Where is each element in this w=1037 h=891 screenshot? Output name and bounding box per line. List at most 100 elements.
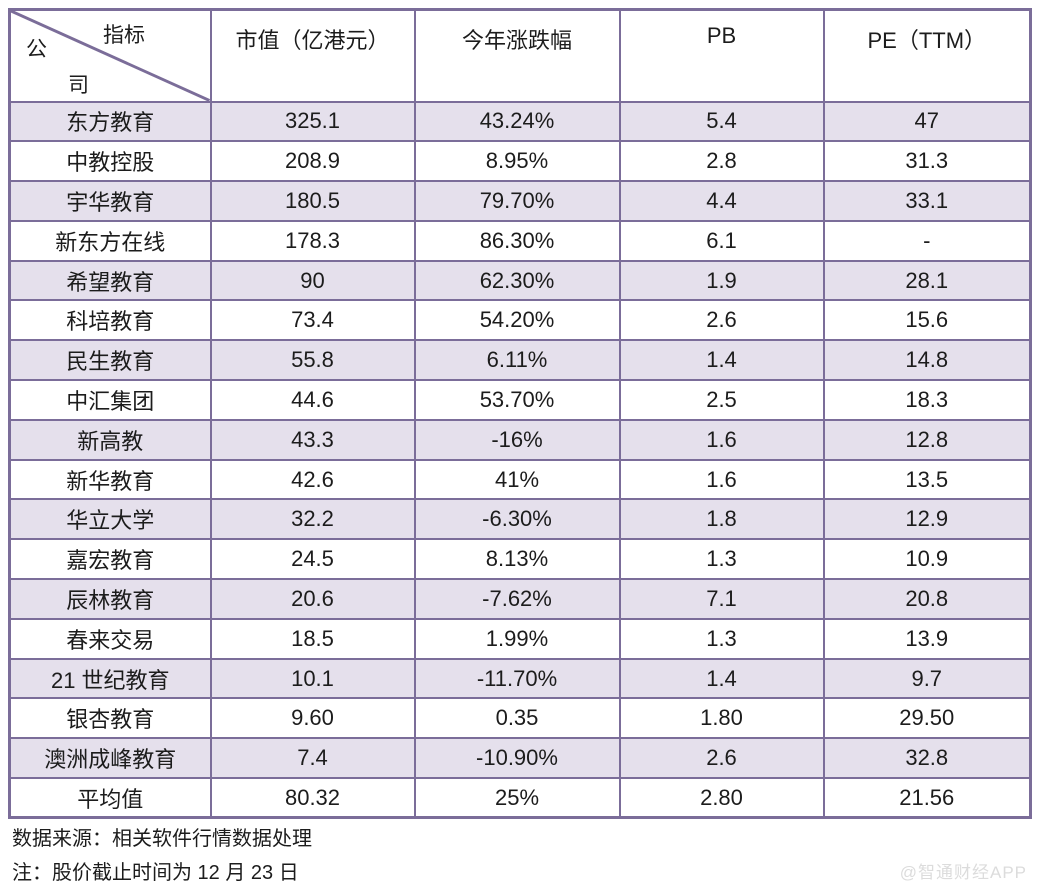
- cell-company: 东方教育: [8, 100, 212, 143]
- cell-market-cap: 208.9: [209, 140, 416, 183]
- cell-company: 澳洲成峰教育: [8, 737, 212, 780]
- cell-pb: 2.6: [618, 299, 825, 342]
- cell-ytd-change: 79.70%: [413, 180, 621, 222]
- table-row: 科培教育 73.4 54.20% 2.6 15.6: [8, 299, 1032, 342]
- cell-pb: 1.4: [618, 339, 825, 382]
- footer-notes: 数据来源：相关软件行情数据处理 注：股价截止时间为 12 月 23 日: [12, 822, 312, 890]
- cell-company: 新东方在线: [8, 219, 212, 262]
- corner-metric-label: 指标: [103, 24, 145, 47]
- cell-pb: 1.3: [618, 617, 825, 660]
- cell-ytd-change: 86.30%: [413, 219, 621, 262]
- cell-pb: 2.6: [618, 737, 825, 780]
- cell-market-cap: 18.5: [209, 617, 416, 660]
- cell-company: 新高教: [8, 418, 212, 461]
- cell-pb: 1.80: [618, 697, 825, 740]
- cell-company: 希望教育: [8, 259, 212, 302]
- cell-ytd-change: 8.95%: [413, 140, 621, 183]
- cell-company: 科培教育: [8, 299, 212, 342]
- cell-market-cap: 10.1: [209, 657, 416, 700]
- cell-pe: 33.1: [822, 180, 1032, 222]
- table-row: 春来交易 18.5 1.99% 1.3 13.9: [8, 617, 1032, 660]
- table-row: 东方教育 325.1 43.24% 5.4 47: [8, 100, 1032, 143]
- cell-market-cap: 325.1: [209, 100, 416, 143]
- cell-pe: 13.5: [822, 458, 1032, 501]
- table-row: 新东方在线 178.3 86.30% 6.1 -: [8, 219, 1032, 262]
- table-row: 华立大学 32.2 -6.30% 1.8 12.9: [8, 498, 1032, 541]
- cell-pe: 12.8: [822, 418, 1032, 461]
- cell-company: 辰林教育: [8, 578, 212, 620]
- cell-ytd-change: -11.70%: [413, 657, 621, 700]
- cell-market-cap: 24.5: [209, 538, 416, 581]
- data-source-note: 数据来源：相关软件行情数据处理: [12, 828, 312, 850]
- table-row: 嘉宏教育 24.5 8.13% 1.3 10.9: [8, 538, 1032, 581]
- table-row: 澳洲成峰教育 7.4 -10.90% 2.6 32.8: [8, 737, 1032, 780]
- cell-market-cap: 178.3: [209, 219, 416, 262]
- cell-pb: 1.6: [618, 418, 825, 461]
- cell-pe: 12.9: [822, 498, 1032, 541]
- table-row: 中汇集团 44.6 53.70% 2.5 18.3: [8, 379, 1032, 421]
- cell-ytd-change: 53.70%: [413, 379, 621, 421]
- header-corner-cell: 指标 公 司: [8, 8, 212, 103]
- cell-pb: 1.4: [618, 657, 825, 700]
- header-ytd-change: 今年涨跌幅: [413, 8, 621, 103]
- cell-company: 21 世纪教育: [8, 657, 212, 700]
- cell-pb: 2.8: [618, 140, 825, 183]
- header-pe: PE（TTM）: [822, 8, 1032, 103]
- header-market-cap: 市值（亿港元）: [209, 8, 416, 103]
- cell-ytd-change: -10.90%: [413, 737, 621, 780]
- cell-market-cap: 73.4: [209, 299, 416, 342]
- cell-pb: 4.4: [618, 180, 825, 222]
- cell-market-cap: 20.6: [209, 578, 416, 620]
- cell-market-cap: 9.60: [209, 697, 416, 740]
- cell-pe: 32.8: [822, 737, 1032, 780]
- table-body: 东方教育 325.1 43.24% 5.4 47 中教控股 208.9 8.95…: [8, 100, 1032, 819]
- table-row: 新华教育 42.6 41% 1.6 13.5: [8, 458, 1032, 501]
- cell-market-cap: 80.32: [209, 777, 416, 819]
- cell-pb: 1.8: [618, 498, 825, 541]
- cell-market-cap: 7.4: [209, 737, 416, 780]
- cell-pb: 2.80: [618, 777, 825, 819]
- cell-market-cap: 43.3: [209, 418, 416, 461]
- cell-ytd-change: 8.13%: [413, 538, 621, 581]
- corner-company-label-char1: 公: [26, 38, 47, 61]
- cell-pe: 14.8: [822, 339, 1032, 382]
- cell-company: 新华教育: [8, 458, 212, 501]
- cell-pb: 2.5: [618, 379, 825, 421]
- cell-company: 中教控股: [8, 140, 212, 183]
- table-row: 希望教育 90 62.30% 1.9 28.1: [8, 259, 1032, 302]
- cell-company: 宇华教育: [8, 180, 212, 222]
- cell-pe: 9.7: [822, 657, 1032, 700]
- cell-company: 银杏教育: [8, 697, 212, 740]
- cell-pe: 10.9: [822, 538, 1032, 581]
- cell-pe: 20.8: [822, 578, 1032, 620]
- price-date-note: 注：股价截止时间为 12 月 23 日: [12, 862, 299, 884]
- table-row: 中教控股 208.9 8.95% 2.8 31.3: [8, 140, 1032, 183]
- cell-ytd-change: -7.62%: [413, 578, 621, 620]
- table-row: 宇华教育 180.5 79.70% 4.4 33.1: [8, 180, 1032, 222]
- cell-ytd-change: 0.35: [413, 697, 621, 740]
- watermark: @智通财经APP: [899, 863, 1027, 882]
- table-row: 民生教育 55.8 6.11% 1.4 14.8: [8, 339, 1032, 382]
- cell-pe: 31.3: [822, 140, 1032, 183]
- table-row: 辰林教育 20.6 -7.62% 7.1 20.8: [8, 578, 1032, 620]
- cell-ytd-change: 62.30%: [413, 259, 621, 302]
- cell-pe: 29.50: [822, 697, 1032, 740]
- table-row: 银杏教育 9.60 0.35 1.80 29.50: [8, 697, 1032, 740]
- cell-pe: 18.3: [822, 379, 1032, 421]
- cell-ytd-change: 1.99%: [413, 617, 621, 660]
- cell-market-cap: 180.5: [209, 180, 416, 222]
- table-row: 新高教 43.3 -16% 1.6 12.8: [8, 418, 1032, 461]
- cell-market-cap: 90: [209, 259, 416, 302]
- cell-pe: 15.6: [822, 299, 1032, 342]
- cell-pe: 21.56: [822, 777, 1032, 819]
- cell-company: 民生教育: [8, 339, 212, 382]
- table-row-average: 平均值 80.32 25% 2.80 21.56: [8, 777, 1032, 819]
- cell-pe: 13.9: [822, 617, 1032, 660]
- cell-pe: -: [822, 219, 1032, 262]
- cell-market-cap: 42.6: [209, 458, 416, 501]
- cell-company: 春来交易: [8, 617, 212, 660]
- cell-pb: 1.3: [618, 538, 825, 581]
- cell-pb: 6.1: [618, 219, 825, 262]
- cell-company: 嘉宏教育: [8, 538, 212, 581]
